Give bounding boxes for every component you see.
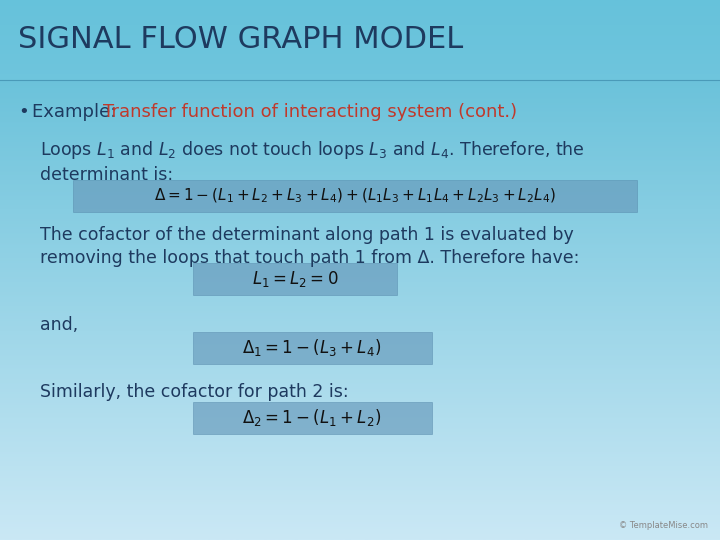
Text: The cofactor of the determinant along path 1 is evaluated by: The cofactor of the determinant along pa… — [40, 226, 574, 244]
Text: removing the loops that touch path 1 from Δ. Therefore have:: removing the loops that touch path 1 fro… — [40, 249, 580, 267]
Text: $\Delta_1 = 1-(L_3+L_4)$: $\Delta_1 = 1-(L_3+L_4)$ — [243, 338, 382, 359]
Text: $\Delta_2 = 1-(L_1+L_2)$: $\Delta_2 = 1-(L_1+L_2)$ — [243, 408, 382, 429]
Text: and,: and, — [40, 316, 78, 334]
Text: •: • — [18, 103, 29, 121]
Text: SIGNAL FLOW GRAPH MODEL: SIGNAL FLOW GRAPH MODEL — [18, 25, 463, 55]
FancyBboxPatch shape — [193, 402, 432, 434]
Text: $L_1 = L_2 = 0$: $L_1 = L_2 = 0$ — [252, 269, 338, 289]
FancyBboxPatch shape — [73, 180, 637, 212]
Text: Transfer function of interacting system (cont.): Transfer function of interacting system … — [103, 103, 517, 121]
Text: Example:: Example: — [32, 103, 122, 121]
Text: Similarly, the cofactor for path 2 is:: Similarly, the cofactor for path 2 is: — [40, 383, 348, 401]
FancyBboxPatch shape — [193, 263, 397, 295]
Text: © TemplateMise.com: © TemplateMise.com — [619, 521, 708, 530]
Text: determinant is:: determinant is: — [40, 166, 173, 184]
Text: $\Delta = 1-(L_1+L_2+L_3+L_4)+(L_1L_3+L_1L_4+L_2L_3+L_2L_4)$: $\Delta = 1-(L_1+L_2+L_3+L_4)+(L_1L_3+L_… — [154, 187, 556, 205]
FancyBboxPatch shape — [193, 332, 432, 364]
Text: Loops $\mathit{L}_1$ and $\mathit{L}_2$ does not touch loops $\mathit{L}_3$ and : Loops $\mathit{L}_1$ and $\mathit{L}_2$ … — [40, 139, 585, 161]
FancyBboxPatch shape — [0, 0, 720, 80]
